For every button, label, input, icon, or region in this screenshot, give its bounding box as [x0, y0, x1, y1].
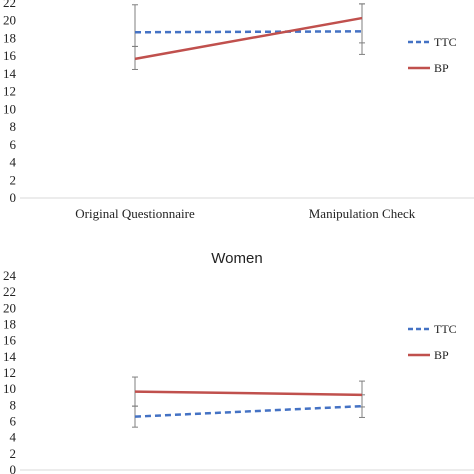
series-line-ttc — [134, 404, 363, 418]
men-chart-panel: 0 2 4 6 8 10 12 14 16 18 20 22 Original Questionnair… — [3, 0, 474, 221]
y-tick-label: 8 — [10, 397, 17, 412]
y-tick-label: 6 — [10, 414, 17, 429]
series-line-bp — [134, 390, 363, 397]
y-tick-label: 4 — [10, 430, 17, 445]
y-tick-label: 20 — [3, 13, 16, 28]
series-line-ttc — [134, 30, 363, 34]
legend-label: BP — [434, 61, 449, 75]
y-tick-label: 20 — [3, 300, 16, 315]
y-tick-label: 14 — [3, 66, 17, 81]
y-tick-label: 10 — [3, 381, 16, 396]
y-tick-label: 10 — [3, 101, 16, 116]
y-tick-label: 0 — [10, 462, 17, 474]
y-tick-label: 6 — [10, 137, 17, 152]
x-category-label: Original Questionnaire — [75, 206, 195, 221]
chart-title: Women — [211, 250, 262, 267]
y-tick-label: 16 — [3, 48, 17, 63]
y-tick-label: 16 — [3, 333, 17, 348]
y-tick-label: 18 — [3, 317, 16, 332]
y-tick-label: 22 — [3, 0, 16, 10]
y-tick-label: 12 — [3, 84, 16, 99]
y-tick-label: 8 — [10, 119, 17, 134]
series-line-bp — [134, 16, 363, 61]
legend-label: BP — [434, 348, 449, 362]
y-tick-label: 14 — [3, 349, 17, 364]
y-tick-label: 22 — [3, 284, 16, 299]
legend-label: TTC — [434, 322, 457, 336]
legend-label: TTC — [434, 35, 457, 49]
y-tick-label: 18 — [3, 30, 16, 45]
y-tick-label: 2 — [10, 172, 17, 187]
x-category-label: Manipulation Check — [309, 206, 416, 221]
y-tick-label: 4 — [10, 155, 17, 170]
y-tick-label: 0 — [10, 190, 17, 205]
y-tick-label: 2 — [10, 446, 17, 461]
y-tick-label: 24 — [3, 268, 17, 283]
y-tick-label: 12 — [3, 365, 16, 380]
